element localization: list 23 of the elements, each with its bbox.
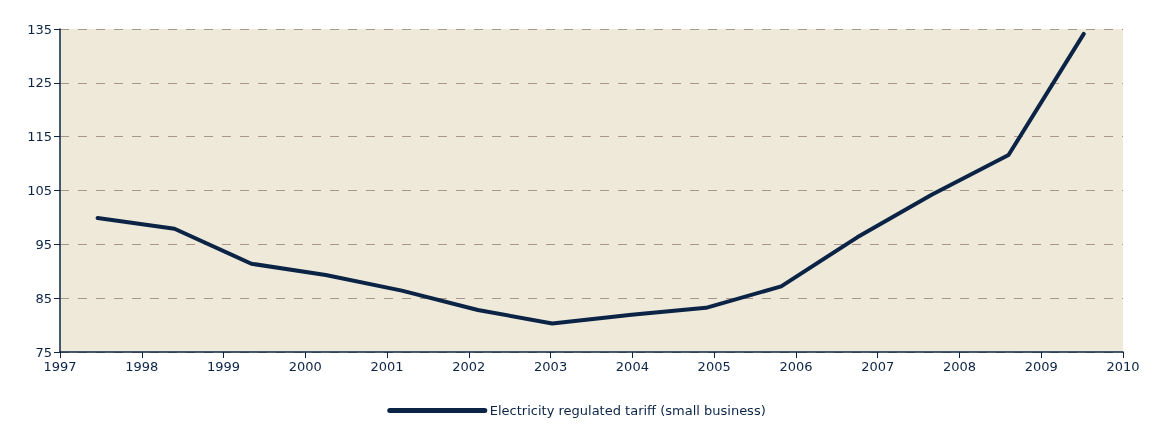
y-tick-label: 135: [27, 21, 52, 37]
y-tick-label: 115: [27, 129, 52, 145]
x-tick-label: 2009: [1024, 359, 1058, 374]
y-tick-label: 105: [27, 183, 52, 198]
y-tick-label: 95: [35, 236, 52, 252]
x-tick-label: 2008: [942, 359, 977, 374]
line-series: [95, 31, 1086, 326]
x-tick-label: 2006: [779, 359, 813, 374]
x-tick-label: 2002: [452, 359, 486, 374]
y-tick-label: 85: [35, 290, 52, 306]
x-tick-label: 2001: [370, 359, 404, 374]
y-tick-label: 125: [27, 75, 52, 91]
x-tick-label: 1999: [206, 359, 241, 374]
x-tick-label: 2010: [1106, 359, 1140, 374]
x-tick-label: 1998: [125, 359, 159, 374]
x-tick-label: 2003: [534, 359, 568, 374]
text: Electricity regulated tariff (small business): [489, 403, 766, 418]
x-tick-label: 2004: [615, 359, 649, 374]
x-tick-label: 2000: [288, 359, 322, 374]
x-tick-label: 2005: [697, 359, 731, 374]
x-tick-label: 1997: [43, 359, 77, 374]
y-tick-label: 75: [35, 344, 52, 360]
x-tick-label: 2007: [861, 359, 895, 374]
